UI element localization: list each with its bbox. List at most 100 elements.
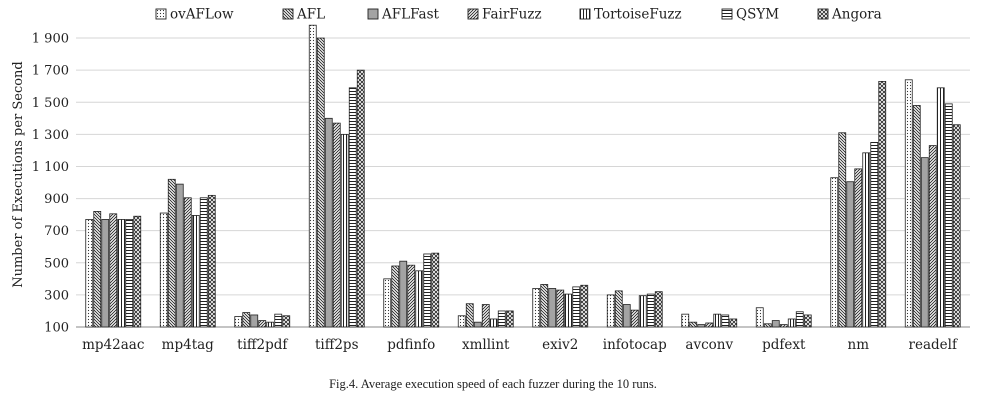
bar-fairfuzz-pdfinfo bbox=[407, 264, 416, 328]
legend-swatch-aflfast bbox=[367, 8, 379, 20]
x-tick-label: readelf bbox=[909, 337, 958, 353]
bar-tortoisefuzz-mp4tag bbox=[191, 215, 200, 328]
legend-label-tortoisefuzz: TortoiseFuzz bbox=[594, 7, 682, 23]
bar-ovaflow-pdfext bbox=[755, 307, 764, 328]
bar-afl-pdfext bbox=[763, 323, 772, 328]
bar-aflfast-mp4tag bbox=[175, 183, 184, 328]
legend-swatch-fairfuzz bbox=[467, 8, 479, 20]
bar-aflfast-xmllint bbox=[473, 321, 482, 328]
bar-fairfuzz-tiff2pdf bbox=[258, 320, 267, 328]
bar-aflfast-pdfinfo bbox=[399, 260, 408, 328]
bar-angora-pdfinfo bbox=[431, 252, 440, 328]
bar-qsym-xmllint bbox=[497, 310, 506, 328]
bar-ovaflow-readelf bbox=[904, 79, 913, 328]
bar-tortoisefuzz-tiff2pdf bbox=[266, 321, 275, 328]
bar-fairfuzz-nm bbox=[854, 168, 863, 328]
x-axis: mp42aac mp4tag tiff2pdf tiff2ps pdfinfo xmlli… bbox=[82, 337, 958, 353]
bar-angora-infotocap bbox=[654, 291, 663, 328]
bar-qsym-readelf bbox=[944, 103, 953, 328]
bars bbox=[85, 24, 961, 328]
bar-tortoisefuzz-xmllint bbox=[489, 318, 498, 328]
bar-fairfuzz-exiv2 bbox=[556, 289, 565, 328]
y-tick-label: 1 900 bbox=[32, 32, 69, 47]
legend-label-qsym: QSYM bbox=[736, 7, 779, 23]
bar-fairfuzz-mp42aac bbox=[109, 213, 118, 328]
y-tick-label: 900 bbox=[44, 192, 69, 207]
bar-angora-mp42aac bbox=[133, 215, 142, 328]
x-tick-label: mp4tag bbox=[162, 337, 215, 353]
bar-ovaflow-xmllint bbox=[457, 315, 466, 328]
x-tick-label: xmllint bbox=[462, 337, 510, 353]
y-axis: 100 300 500 700 900 1 100 1 300 1 500 1 700 1 900 bbox=[32, 32, 69, 336]
bar-aflfast-infotocap bbox=[622, 304, 631, 328]
bar-tortoisefuzz-infotocap bbox=[638, 295, 647, 328]
bar-qsym-avconv bbox=[721, 314, 730, 328]
legend-label-ovaflow: ovAFLow bbox=[170, 7, 234, 23]
bar-afl-mp42aac bbox=[93, 211, 102, 328]
bar-afl-infotocap bbox=[614, 290, 623, 328]
figure-caption: Fig.4. Average execution speed of each f… bbox=[329, 377, 657, 391]
bar-ovaflow-mp42aac bbox=[85, 219, 94, 328]
bar-afl-xmllint bbox=[465, 303, 474, 328]
bar-tortoisefuzz-pdfinfo bbox=[415, 270, 424, 328]
x-tick-label: tiff2pdf bbox=[237, 337, 288, 353]
bar-fairfuzz-readelf bbox=[928, 145, 937, 328]
bar-afl-pdfinfo bbox=[391, 265, 400, 328]
bar-ovaflow-tiff2pdf bbox=[234, 316, 243, 328]
gridlines bbox=[76, 37, 970, 328]
bar-qsym-mp4tag bbox=[199, 197, 208, 328]
bar-aflfast-pdfext bbox=[771, 320, 780, 328]
bar-qsym-pdfext bbox=[795, 311, 804, 328]
bar-tortoisefuzz-mp42aac bbox=[117, 219, 126, 328]
bar-qsym-pdfinfo bbox=[423, 253, 432, 328]
x-tick-label: pdfinfo bbox=[387, 337, 435, 353]
bar-aflfast-tiff2ps bbox=[324, 117, 333, 328]
bar-qsym-mp42aac bbox=[125, 219, 134, 328]
x-tick-label: nm bbox=[848, 337, 870, 353]
x-tick-label: infotocap bbox=[603, 337, 667, 353]
legend-swatch-afl bbox=[282, 8, 294, 20]
bar-fairfuzz-pdfext bbox=[779, 324, 788, 328]
legend-label-angora: Angora bbox=[831, 7, 882, 23]
bar-ovaflow-tiff2ps bbox=[308, 24, 317, 328]
bar-fairfuzz-avconv bbox=[705, 322, 714, 328]
bar-ovaflow-pdfinfo bbox=[383, 278, 392, 328]
bar-afl-avconv bbox=[689, 321, 698, 328]
bar-tortoisefuzz-readelf bbox=[936, 87, 945, 328]
bar-angora-pdfext bbox=[803, 314, 812, 328]
bar-aflfast-nm bbox=[846, 181, 855, 328]
bar-fairfuzz-mp4tag bbox=[183, 197, 192, 328]
bar-afl-mp4tag bbox=[167, 178, 176, 328]
bar-tortoisefuzz-tiff2ps bbox=[340, 133, 349, 328]
bar-afl-exiv2 bbox=[540, 284, 549, 328]
legend-label-afl: AFL bbox=[296, 7, 325, 23]
legend: ovAFLow AFL AFLFast FairFuzz TortoiseFuzz QSY… bbox=[155, 7, 882, 23]
bar-angora-mp4tag bbox=[207, 194, 216, 328]
bar-tortoisefuzz-pdfext bbox=[787, 318, 796, 328]
bar-angora-readelf bbox=[952, 124, 961, 328]
y-tick-label: 100 bbox=[44, 321, 69, 336]
bar-aflfast-exiv2 bbox=[548, 288, 557, 328]
bar-angora-tiff2ps bbox=[356, 69, 365, 328]
bar-ovaflow-avconv bbox=[681, 313, 690, 328]
legend-swatch-angora bbox=[817, 8, 829, 20]
y-axis-label: Number of Executions per Second bbox=[11, 61, 26, 288]
y-tick-label: 1 500 bbox=[32, 96, 69, 111]
x-tick-label: pdfext bbox=[762, 337, 806, 353]
bar-qsym-nm bbox=[870, 141, 879, 328]
bar-ovaflow-exiv2 bbox=[532, 288, 541, 328]
bar-qsym-tiff2pdf bbox=[274, 313, 283, 328]
bar-tortoisefuzz-nm bbox=[862, 152, 871, 328]
y-tick-label: 700 bbox=[44, 224, 69, 239]
y-tick-label: 1 700 bbox=[32, 64, 69, 79]
bar-tortoisefuzz-avconv bbox=[713, 313, 722, 328]
bar-angora-nm bbox=[878, 80, 887, 328]
bar-afl-readelf bbox=[912, 105, 921, 328]
bar-aflfast-readelf bbox=[920, 157, 929, 328]
bar-fairfuzz-xmllint bbox=[481, 304, 490, 328]
bar-tortoisefuzz-exiv2 bbox=[564, 293, 573, 328]
y-tick-label: 300 bbox=[44, 288, 69, 303]
bar-angora-exiv2 bbox=[580, 284, 589, 328]
bar-ovaflow-nm bbox=[830, 177, 839, 328]
